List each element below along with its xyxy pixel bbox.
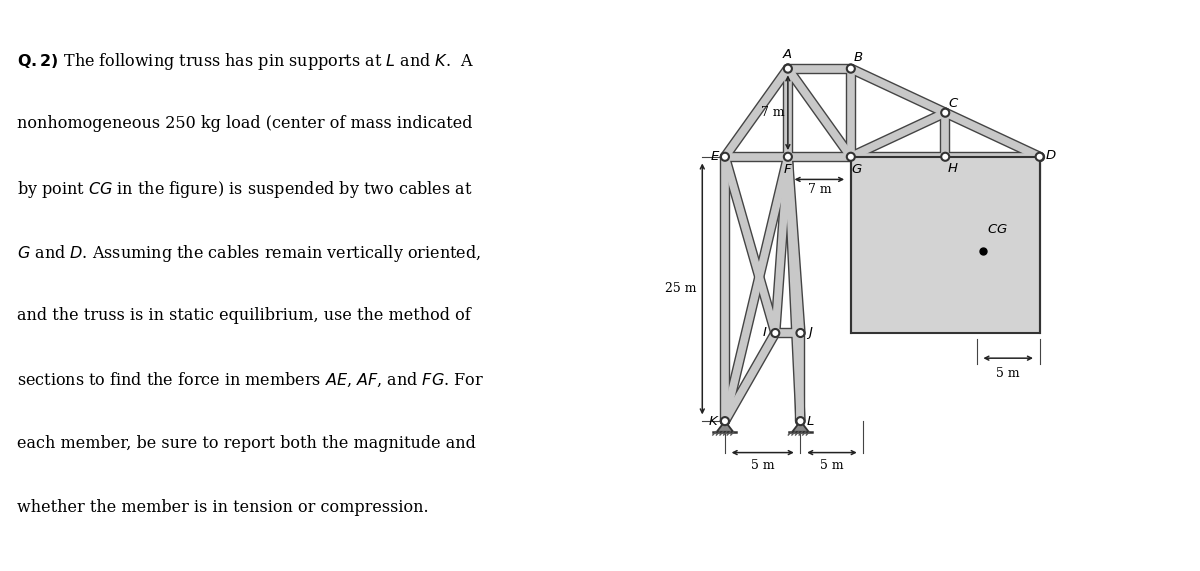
Text: $\it{C}$: $\it{C}$ [948,98,960,110]
Text: by point $CG$ in the figure) is suspended by two cables at: by point $CG$ in the figure) is suspende… [17,179,473,200]
Text: $\it{D}$: $\it{D}$ [1045,149,1057,162]
Text: and the truss is in static equilibrium, use the method of: and the truss is in static equilibrium, … [17,307,470,324]
Circle shape [721,417,728,425]
Text: $\it{I}$: $\it{I}$ [762,327,767,340]
Text: $\it{H}$: $\it{H}$ [947,162,959,175]
Text: $\it{J}$: $\it{J}$ [806,325,814,341]
Text: $\it{G}$: $\it{G}$ [851,163,863,176]
Text: $\it{E}$: $\it{E}$ [709,150,720,163]
Bar [851,157,1039,333]
Text: 7 m: 7 m [808,183,832,196]
Text: 8.5 m: 8.5 m [881,183,916,196]
Circle shape [1036,152,1044,161]
Text: 5 m: 5 m [996,367,1020,380]
Circle shape [941,108,949,116]
Text: $\it{A}$: $\it{A}$ [782,49,793,61]
Circle shape [797,329,804,337]
Text: 8.5 m: 8.5 m [974,183,1010,196]
Circle shape [847,65,854,73]
Text: $\it{B}$: $\it{B}$ [853,51,864,64]
Text: 5 m: 5 m [820,459,844,472]
Text: 7 m: 7 m [761,106,785,119]
Text: nonhomogeneous 250 kg load (center of mass indicated: nonhomogeneous 250 kg load (center of ma… [17,115,473,132]
Text: $\it{F}$: $\it{F}$ [782,163,793,176]
Text: $\it{K}$: $\it{K}$ [708,415,720,428]
Circle shape [721,152,728,161]
Text: $\it{L}$: $\it{L}$ [805,415,815,428]
Circle shape [847,152,854,161]
Text: whether the member is in tension or compression.: whether the member is in tension or comp… [17,499,428,516]
Circle shape [772,329,779,337]
Circle shape [941,152,949,161]
Polygon shape [792,421,809,432]
Circle shape [784,65,792,73]
Circle shape [797,417,804,425]
Text: sections to find the force in members $AE$, $AF$, and $FG$. For: sections to find the force in members $A… [17,371,484,389]
Circle shape [784,152,792,161]
Text: 25 m: 25 m [665,283,697,295]
Text: $CG$: $CG$ [986,223,1008,236]
Text: 5 m: 5 m [751,459,774,472]
Text: each member, be sure to report both the magnitude and: each member, be sure to report both the … [17,435,475,452]
Text: $G$ and $D$. Assuming the cables remain vertically oriented,: $G$ and $D$. Assuming the cables remain … [17,243,481,264]
Polygon shape [716,421,733,432]
Text: $\mathbf{Q.2)}$ The following truss has pin supports at $L$ and $K$.  A: $\mathbf{Q.2)}$ The following truss has … [17,51,474,73]
